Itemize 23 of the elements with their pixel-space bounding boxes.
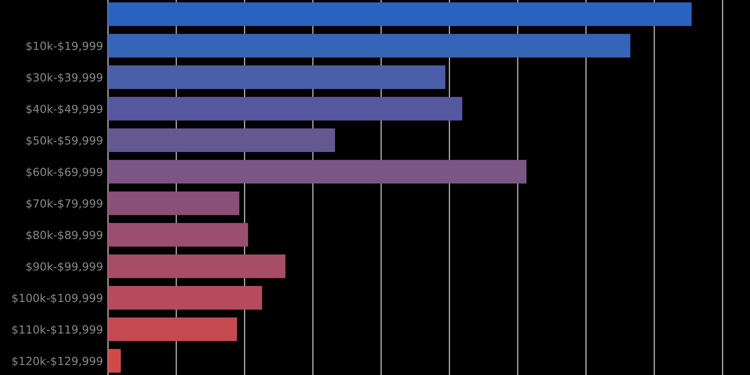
bar	[108, 286, 262, 310]
bar	[108, 191, 240, 216]
y-tick-label: $90k-$99,999	[26, 262, 102, 272]
y-tick-label: $80k-$89,999	[26, 230, 102, 241]
bar	[108, 65, 446, 90]
y-tick-label: $50k-$59,999	[26, 136, 102, 146]
bar	[108, 2, 692, 26]
y-tick-label: $120k-$129,999	[12, 356, 102, 367]
bar	[108, 254, 286, 278]
y-tick-label: $30k-$39,999	[26, 72, 102, 84]
y-tick-label: $70k-$79,999	[26, 199, 102, 210]
bar	[108, 222, 248, 247]
y-tick-label: $40k-$49,999	[26, 104, 102, 115]
bar	[108, 34, 630, 58]
bar	[108, 96, 462, 121]
bar	[108, 160, 526, 184]
y-tick-label: $110k-$119,999	[12, 325, 102, 336]
bar	[108, 349, 121, 373]
bar	[108, 128, 336, 152]
y-tick-label: $100k-$109,999	[12, 294, 102, 304]
y-tick-label: $60k-$69,999	[26, 168, 102, 178]
bar	[108, 317, 237, 342]
y-tick-label: $10k-$19,999	[26, 41, 102, 52]
